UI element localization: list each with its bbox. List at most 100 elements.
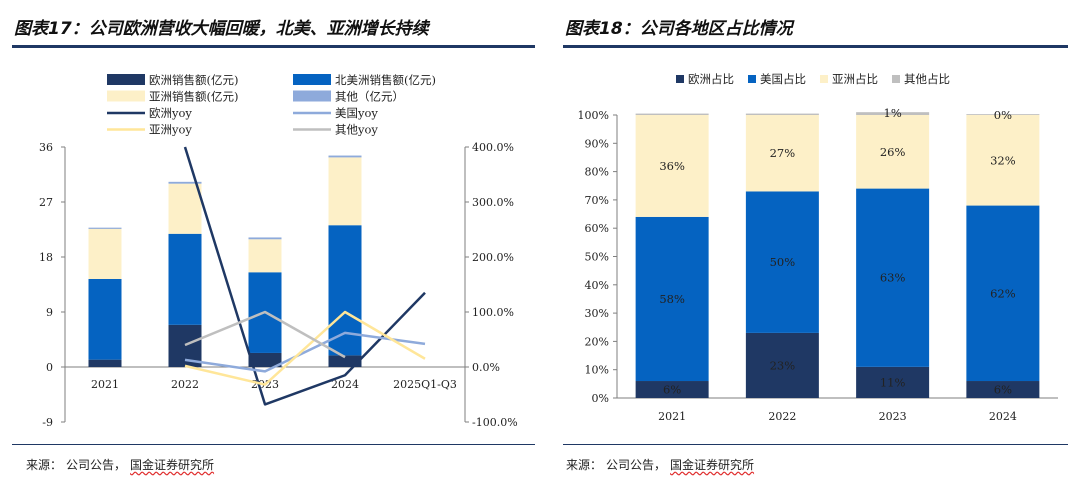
left-source-note: 来源： 公司公告， 国金证券研究所 [26,456,214,473]
x-category-label: 2022 [171,378,199,391]
share-data-label: 62% [990,286,1016,300]
share-bar-segment [635,381,709,398]
stacked-bar-segment [328,355,362,367]
share-legend-swatch [892,75,900,83]
source-label: 来源： [566,458,603,472]
share-bar-segment [856,115,930,189]
stacked-bar-segment [88,227,122,229]
legend-label: 欧洲yoy [149,106,192,120]
share-bar-segment [966,114,1040,115]
share-legend-swatch [676,75,684,83]
share-data-label: 6% [994,383,1012,397]
left-y-tick-label: -9 [42,416,53,429]
share-bar-segment [745,113,819,115]
right-bottom-rule [563,444,1068,445]
legend-swatch [107,74,145,85]
share-bar-segment [635,115,709,217]
share-data-label: 63% [880,271,906,285]
stacked-bar-segment [328,225,362,356]
share-data-label: 36% [659,159,685,173]
share-x-category-label: 2021 [658,410,686,423]
legend-label: 欧洲销售额(亿元) [149,73,238,87]
share-data-label: 27% [770,146,796,160]
stacked-bar-segment [168,181,202,184]
share-data-label: 6% [663,383,681,397]
share-bar-segment [856,112,930,115]
left-bottom-rule [12,444,535,445]
yoy-series-line [184,331,426,373]
left-y-tick-label: 9 [46,306,53,319]
share-bar-segment [856,188,930,367]
share-y-tick-label: 70% [585,194,609,207]
share-y-tick-label: 60% [585,222,609,235]
left-chart-title: 图表17：公司欧洲营收大幅回暖，北美、亚洲增长持续 [14,19,429,39]
share-bar-segment [745,115,819,192]
source-label: 来源： [26,458,63,472]
share-y-tick-label: 50% [585,251,609,264]
share-data-label: 50% [770,255,796,269]
share-y-tick-label: 20% [585,335,609,348]
share-y-tick-label: 80% [585,166,609,179]
stacked-bar-segment [248,352,282,367]
legend-label: 北美洲销售额(亿元) [335,73,436,87]
stacked-bar-segment [88,279,122,360]
left-title-rule [12,45,535,48]
source-institute: 国金证券研究所 [670,458,755,472]
yoy-series-line [184,310,346,359]
share-x-category-label: 2023 [879,410,907,423]
share-data-label: 11% [880,375,906,389]
left-y-tick-label: 36 [39,141,53,154]
share-bar-segment [635,113,709,115]
share-legend-swatch [748,75,756,83]
share-data-label: 58% [659,292,685,306]
yoy-series-line [184,310,426,386]
share-bar-segment [856,366,930,398]
share-legend-swatch [820,75,828,83]
right-y-tick-label: 200.0% [472,251,514,264]
share-legend-label: 欧洲占比 [688,72,734,86]
share-bar-segment [635,216,709,382]
share-bar-segment [966,115,1040,206]
share-x-category-label: 2024 [989,410,1017,423]
legend-label: 其他（亿元） [335,90,404,104]
legend-label: 其他yoy [335,123,378,137]
right-y-tick-label: 0.0% [472,361,500,374]
right-chart-title: 图表18：公司各地区占比情况 [565,19,793,39]
stacked-bar-segment [88,359,122,367]
share-data-label: 26% [880,145,906,159]
x-category-label: 2024 [331,378,359,391]
stacked-bar-segment [248,237,282,240]
stacked-bar-segment [168,183,202,234]
share-y-tick-label: 10% [585,364,609,377]
share-bar-segment [745,191,819,333]
share-y-tick-label: 30% [585,307,609,320]
share-data-label: 32% [990,153,1016,167]
share-x-category-label: 2022 [768,410,796,423]
share-bar-segment [745,332,819,398]
right-y-tick-label: 400.0% [472,141,514,154]
share-y-tick-label: 90% [585,137,609,150]
left-y-tick-label: 27 [39,196,53,209]
right-title-rule [563,45,1068,48]
legend-label: 亚洲yoy [149,123,192,137]
source-institute: 国金证券研究所 [130,458,215,472]
share-data-label: 23% [770,358,796,372]
legend-label: 亚洲销售额(亿元) [149,90,238,104]
share-legend-label: 亚洲占比 [832,72,878,86]
stacked-bar-segment [328,155,362,158]
stacked-bar-segment [248,239,282,273]
share-bar-segment [966,381,1040,398]
share-bar-segment [966,205,1040,382]
share-y-tick-label: 0% [592,392,609,405]
source-company: 公司公告， [606,458,667,472]
share-y-tick-label: 40% [585,279,609,292]
right-y-tick-label: 100.0% [472,306,514,319]
source-company: 公司公告， [66,458,127,472]
stacked-bar-segment [88,228,122,279]
share-y-tick-label: 100% [578,109,609,122]
x-category-label: 2025Q1-Q3 [393,378,457,391]
legend-swatch [293,90,331,102]
right-y-tick-label: -100.0% [472,416,518,429]
legend-label: 美国yoy [335,106,378,120]
